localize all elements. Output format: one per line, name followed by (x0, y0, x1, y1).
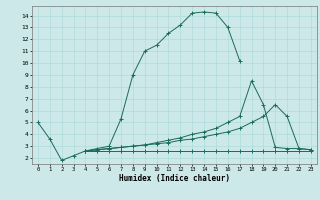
X-axis label: Humidex (Indice chaleur): Humidex (Indice chaleur) (119, 174, 230, 183)
